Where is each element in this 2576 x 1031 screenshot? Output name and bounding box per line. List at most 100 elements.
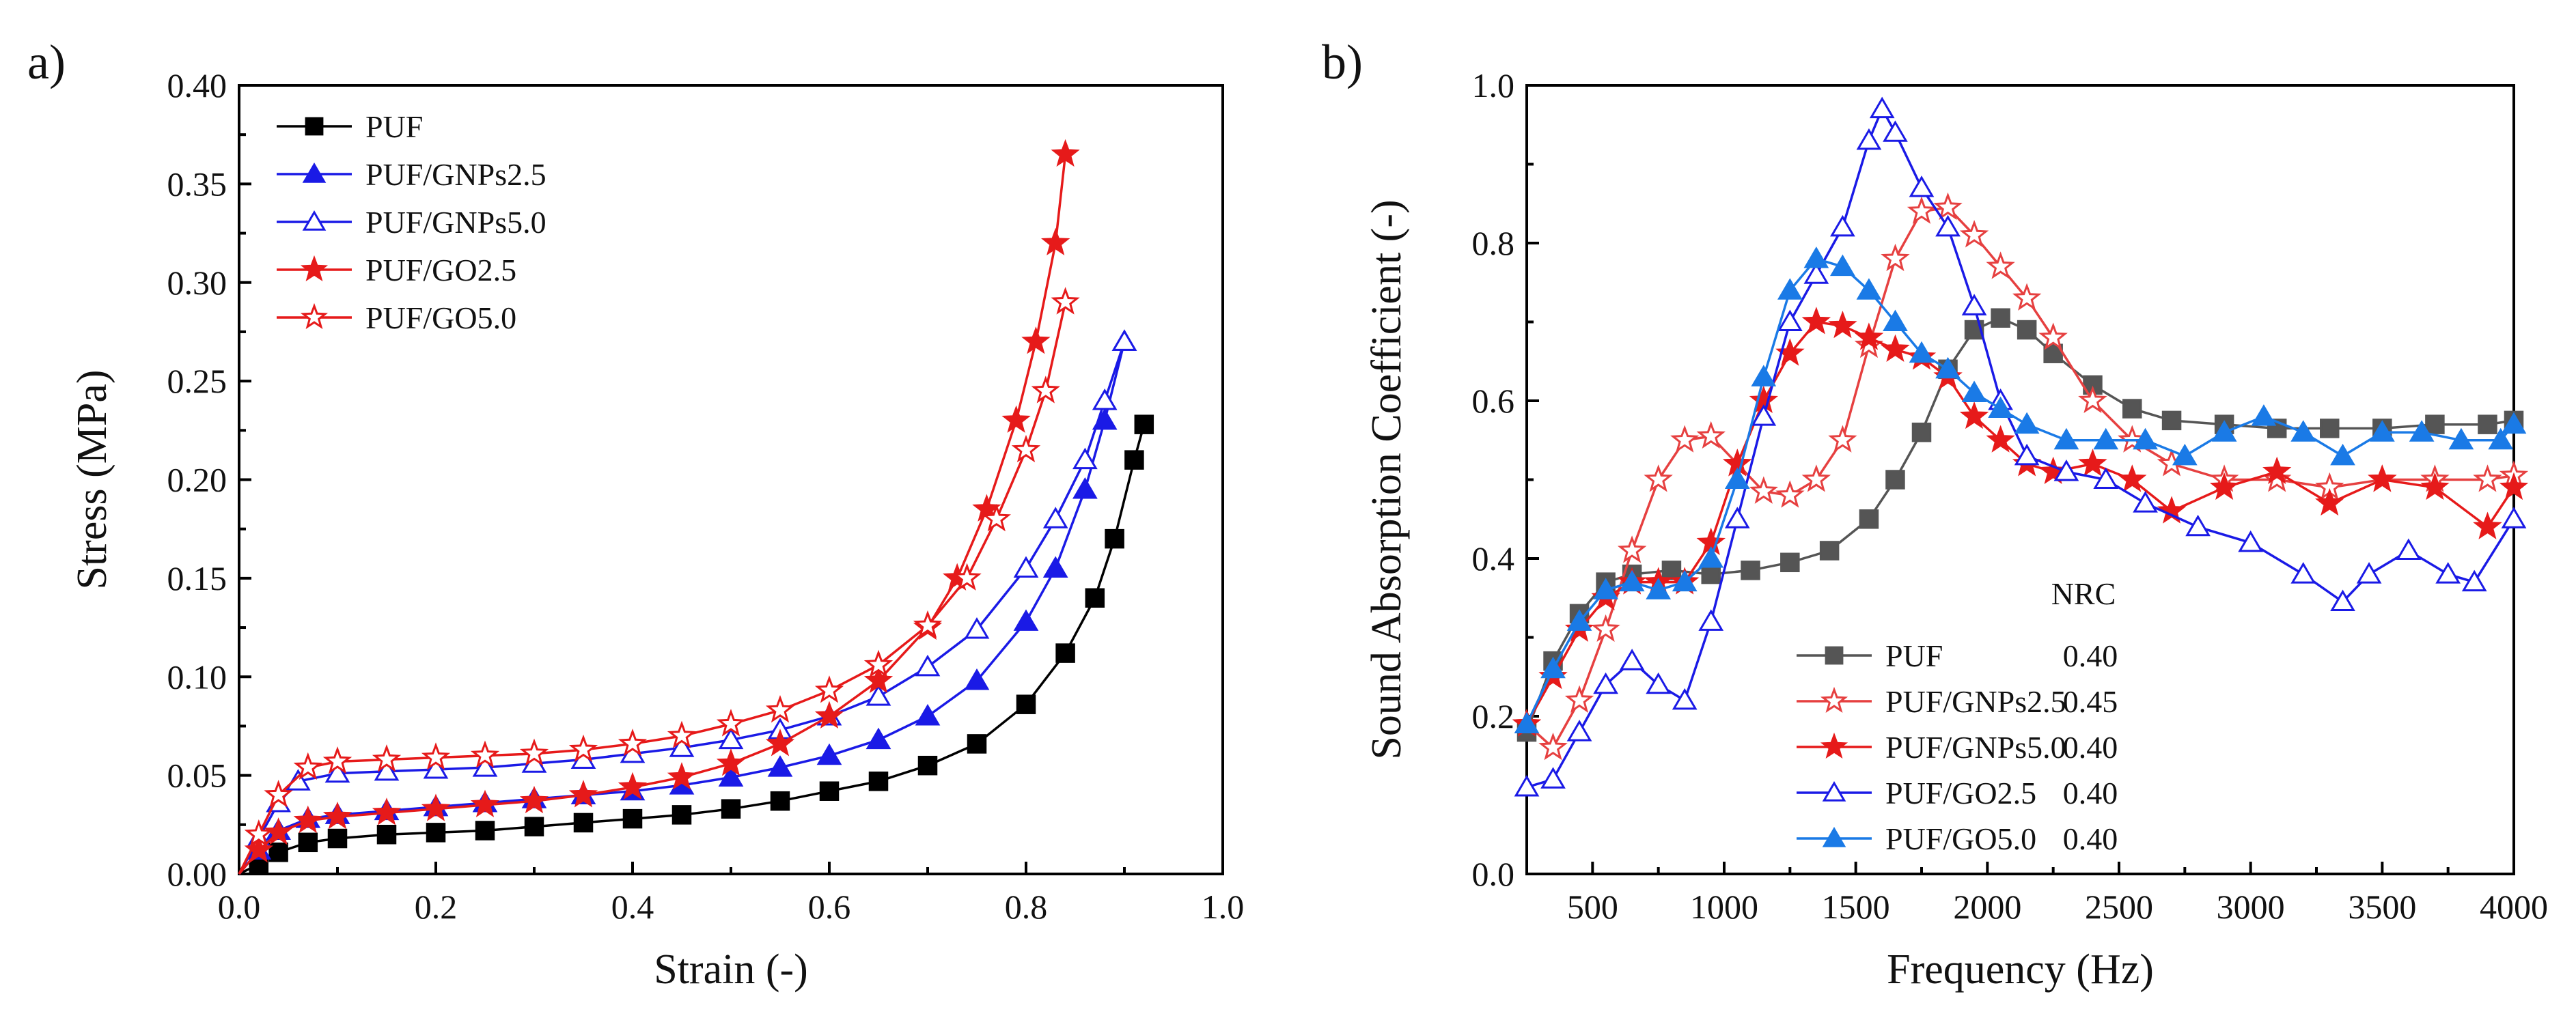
data-point: [716, 748, 746, 776]
x-tick-label: 2000: [1953, 888, 2021, 926]
data-point: [618, 729, 648, 757]
data-point: [1777, 309, 1803, 331]
data-point: [1819, 541, 1840, 561]
data-point: [1854, 322, 1884, 350]
data-point: [2290, 420, 2316, 442]
legend-label: PUF/GNPs5.0: [1885, 730, 2066, 765]
data-point: [814, 701, 844, 729]
data-point: [472, 755, 498, 777]
data-point: [421, 742, 451, 770]
data-point: [865, 684, 891, 706]
data-point: [2435, 562, 2461, 584]
x-tick-label: 1000: [1690, 888, 1758, 926]
data-point: [1909, 175, 1935, 197]
legend-marker: [1825, 646, 1844, 665]
data-point: [470, 789, 500, 817]
data-point: [1881, 243, 1910, 272]
data-point: [1830, 254, 1855, 277]
x-tick-label: 3500: [2348, 888, 2416, 926]
data-point: [1085, 588, 1105, 608]
legend-marker: [302, 210, 327, 231]
data-point: [573, 813, 594, 833]
data-point: [2078, 385, 2107, 414]
data-point: [2185, 514, 2211, 537]
legend-label: PUF/GNPs2.5: [365, 157, 546, 192]
data-point: [1961, 294, 1987, 315]
y-tick-label: 0.05: [167, 757, 227, 795]
data-point: [1644, 464, 1673, 492]
data-point: [1883, 309, 1908, 331]
series-PUF/GNPs2.5: [238, 329, 1137, 875]
data-point: [767, 755, 793, 777]
data-point: [1885, 470, 1905, 490]
data-point: [2369, 420, 2395, 442]
data-point: [372, 744, 402, 772]
series-line: [1525, 316, 2515, 733]
data-point: [816, 743, 842, 765]
data-point: [2262, 456, 2292, 484]
data-point: [1959, 220, 1989, 248]
legend-label: PUF/GNPs2.5: [1885, 684, 2066, 719]
series-line: [238, 302, 1067, 875]
data-point: [423, 757, 449, 779]
data-point: [770, 791, 790, 811]
data-point: [917, 755, 938, 776]
data-point: [2014, 443, 2040, 466]
series-line: [1525, 320, 2515, 725]
data-point: [2014, 412, 2040, 434]
nrc-value: 0.40: [2063, 730, 2118, 765]
data-point: [2238, 530, 2264, 552]
data-point: [814, 675, 844, 703]
y-tick-label: 0.6: [1472, 382, 1515, 420]
data-point: [952, 563, 982, 591]
nrc-value: 0.40: [2063, 776, 2118, 810]
data-point: [2425, 414, 2445, 434]
data-point: [2473, 511, 2502, 539]
data-point: [1670, 425, 1700, 453]
x-tick-label: 2500: [2085, 888, 2153, 926]
data-point: [324, 761, 350, 783]
data-point: [2356, 562, 2382, 584]
data-point: [2473, 464, 2502, 492]
data-point: [2133, 427, 2158, 450]
data-point: [264, 817, 293, 845]
data-point: [865, 727, 891, 750]
data-point: [964, 617, 990, 639]
data-point: [2117, 464, 2147, 492]
data-point: [1869, 96, 1895, 119]
x-tick-label: 0.6: [808, 888, 851, 926]
data-point: [1042, 507, 1068, 528]
data-point: [1856, 128, 1882, 150]
data-point: [1828, 310, 1857, 339]
data-point: [2409, 420, 2435, 442]
data-point: [244, 819, 273, 847]
legend-marker: [305, 117, 324, 136]
data-point: [1801, 464, 1831, 492]
legend-marker: [1822, 781, 1846, 802]
data-point: [372, 797, 402, 825]
data-point: [1698, 609, 1724, 631]
x-tick-label: 0.2: [415, 888, 458, 926]
data-point: [2448, 427, 2474, 450]
data-point: [2133, 491, 2158, 513]
x-tick-label: 1500: [1822, 888, 1890, 926]
data-point: [1859, 509, 1879, 529]
data-point: [2017, 320, 2037, 340]
data-point: [1803, 246, 1829, 268]
data-point: [1021, 326, 1051, 354]
data-point: [1749, 476, 1778, 504]
data-point: [1013, 609, 1039, 631]
data-point: [1751, 365, 1777, 386]
data-point: [1016, 694, 1036, 714]
data-point: [2172, 443, 2198, 466]
data-point: [1751, 404, 1777, 426]
data-point: [1051, 287, 1080, 315]
y-tick-label: 0.8: [1472, 224, 1515, 262]
legend-label: PUF/GO5.0: [365, 300, 516, 335]
data-point: [1042, 556, 1068, 578]
y-tick-label: 0.25: [167, 362, 227, 400]
data-point: [667, 762, 697, 790]
data-point: [568, 780, 598, 808]
data-point: [1986, 251, 2015, 279]
